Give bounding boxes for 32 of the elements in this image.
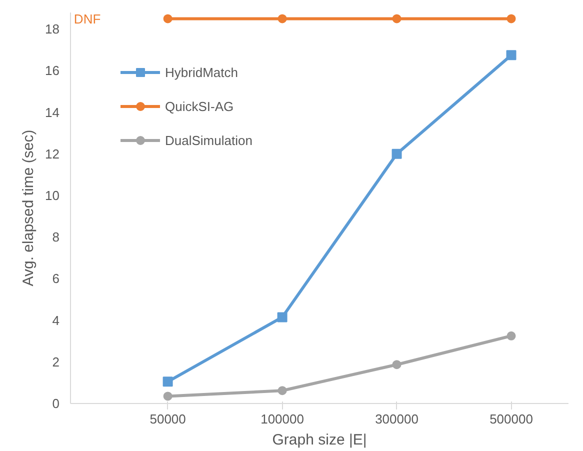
- point: [506, 14, 516, 24]
- point: [506, 331, 516, 340]
- point: [392, 14, 402, 24]
- y-tick-label: 14: [45, 104, 60, 120]
- y-tick-label: 18: [45, 22, 60, 37]
- y-tick-label: 12: [45, 146, 60, 162]
- legend-label: DualSimulation: [165, 132, 252, 148]
- y-axis-title: Avg. elapsed time (sec): [20, 130, 38, 286]
- x-tick-label: 100000: [260, 412, 304, 426]
- point: [163, 14, 172, 24]
- x-tick-label: 300000: [375, 412, 418, 426]
- y-tick-label: 2: [52, 354, 60, 370]
- legend-label: QuickSI-AG: [165, 98, 234, 114]
- y-tick-label: 6: [52, 271, 60, 286]
- point: [278, 386, 287, 396]
- point: [277, 312, 288, 322]
- annotation: DNF: [74, 11, 101, 26]
- y-tick-label: 8: [52, 230, 60, 245]
- point: [278, 14, 287, 24]
- x-axis-title: Graph size |E|: [272, 432, 367, 448]
- y-tick-label: 16: [45, 63, 60, 78]
- legend-label: HybridMatch: [165, 64, 238, 80]
- point: [392, 360, 402, 370]
- y-tick-label: 0: [52, 396, 60, 411]
- y-tick-label: 4: [52, 312, 60, 328]
- y-tick-label: 10: [45, 188, 60, 204]
- point: [163, 392, 172, 401]
- point: [506, 50, 516, 60]
- point: [162, 376, 173, 387]
- x-tick-label: 500000: [490, 412, 533, 426]
- x-tick-label: 50000: [150, 412, 186, 426]
- point: [392, 148, 402, 159]
